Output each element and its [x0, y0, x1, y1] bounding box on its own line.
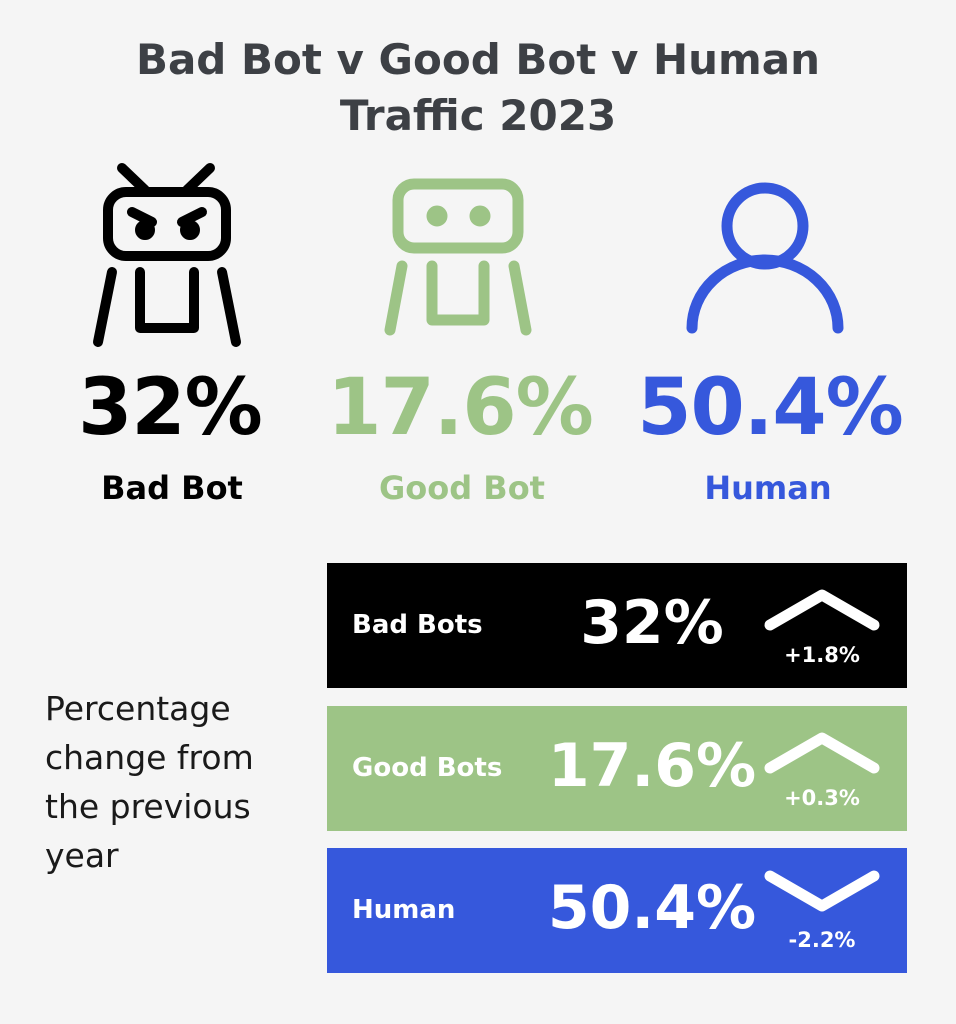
change-note: Percentage change from the previous year — [45, 689, 254, 875]
change-row: Bad Bots 32% +1.8% — [327, 563, 907, 688]
stat-value: 32% — [78, 363, 263, 453]
row-value: 32% — [580, 588, 724, 658]
stat-label: Bad Bot — [101, 469, 243, 507]
stat-value: 50.4% — [637, 363, 904, 453]
row-change: +1.8% — [784, 643, 860, 667]
row-value: 17.6% — [547, 731, 757, 801]
title: Bad Bot v Good Bot v Human Traffic 2023 — [135, 35, 821, 140]
bad-bot-icon — [93, 163, 241, 347]
human-icon — [686, 182, 844, 334]
stat-label: Good Bot — [379, 469, 545, 507]
up-arrow — [764, 589, 880, 631]
row-label: Bad Bots — [352, 610, 483, 640]
change-row: Human 50.4% -2.2% — [327, 848, 907, 973]
stat-value: 17.6% — [327, 363, 594, 453]
down-arrow — [764, 870, 880, 912]
stat-label: Human — [704, 469, 832, 507]
row-label: Good Bots — [352, 753, 503, 783]
row-change: +0.3% — [784, 786, 860, 810]
good-bot-icon — [384, 178, 532, 336]
row-value: 50.4% — [547, 873, 757, 943]
row-label: Human — [352, 895, 456, 925]
up-arrow — [764, 732, 880, 774]
icons — [93, 163, 844, 347]
change-row: Good Bots 17.6% +0.3% — [327, 706, 907, 831]
row-change: -2.2% — [788, 928, 856, 952]
